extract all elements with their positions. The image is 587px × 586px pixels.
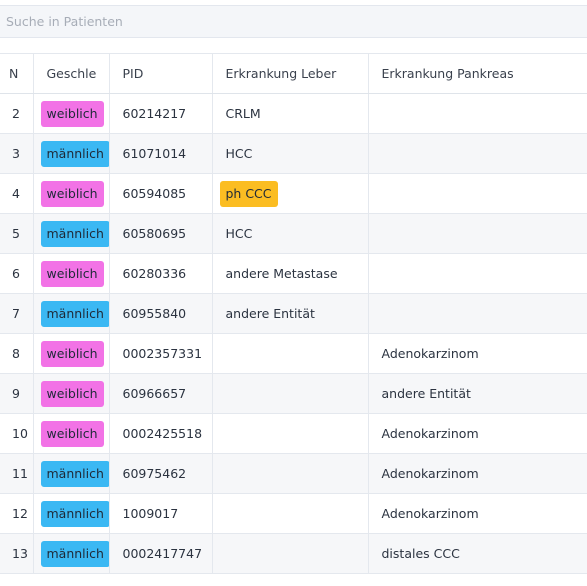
cell-pancreas-disease bbox=[367, 173, 587, 214]
cell-gender: männlich bbox=[32, 453, 109, 494]
column-header-gender[interactable]: Geschle bbox=[32, 53, 109, 94]
cell-nr: 2 bbox=[0, 93, 33, 134]
cell-pancreas-disease bbox=[367, 133, 587, 174]
cell-gender: männlich bbox=[32, 133, 109, 174]
table-row[interactable]: 11 männlich 60975462 Adenokarzinom bbox=[0, 453, 587, 494]
cell-pid: 60280336 bbox=[108, 253, 212, 294]
gender-badge: männlich bbox=[40, 460, 109, 487]
cell-liver-disease bbox=[211, 453, 368, 494]
cell-liver-disease bbox=[211, 373, 368, 414]
cell-pancreas-disease: distales CCC bbox=[367, 533, 587, 574]
cell-pid: 61071014 bbox=[108, 133, 212, 174]
cell-pid: 60214217 bbox=[108, 93, 212, 134]
cell-gender: männlich bbox=[32, 533, 109, 574]
cell-liver-disease: CRLM bbox=[211, 93, 368, 134]
cell-liver-disease bbox=[211, 493, 368, 534]
cell-pancreas-disease: andere Entität bbox=[367, 373, 587, 414]
patient-search-input[interactable] bbox=[0, 6, 566, 37]
column-header-pancreas-disease[interactable]: Erkrankung Pankreas bbox=[367, 53, 587, 94]
gender-badge: männlich bbox=[40, 140, 109, 167]
cell-pid: 0002425518 bbox=[108, 413, 212, 454]
cell-liver-disease: HCC bbox=[211, 133, 368, 174]
cell-gender: weiblich bbox=[32, 333, 109, 374]
gender-badge: männlich bbox=[40, 500, 109, 527]
patient-search-bar bbox=[0, 5, 587, 38]
cell-gender: männlich bbox=[32, 493, 109, 534]
cell-liver-disease bbox=[211, 413, 368, 454]
cell-nr: 13 bbox=[0, 533, 33, 574]
cell-liver-disease bbox=[211, 533, 368, 574]
cell-liver-disease: HCC bbox=[211, 213, 368, 254]
cell-liver-disease bbox=[211, 333, 368, 374]
cell-gender: weiblich bbox=[32, 93, 109, 134]
cell-gender: männlich bbox=[32, 213, 109, 254]
gender-badge: männlich bbox=[40, 540, 109, 567]
table-row[interactable]: 13 männlich 0002417747 distales CCC bbox=[0, 533, 587, 574]
cell-pancreas-disease bbox=[367, 93, 587, 134]
cell-pid: 1009017 bbox=[108, 493, 212, 534]
table-row[interactable]: 12 männlich 1009017 Adenokarzinom bbox=[0, 493, 587, 534]
table-row[interactable]: 3 männlich 61071014 HCC bbox=[0, 133, 587, 174]
table-row[interactable]: 8 weiblich 0002357331 Adenokarzinom bbox=[0, 333, 587, 374]
table-body: 2 weiblich 60214217 CRLM 3 männlich 61071014 HC… bbox=[0, 93, 587, 574]
cell-pancreas-disease: Adenokarzinom bbox=[367, 453, 587, 494]
cell-pancreas-disease: Adenokarzinom bbox=[367, 413, 587, 454]
cell-liver-disease: andere Entität bbox=[211, 293, 368, 334]
cell-nr: 11 bbox=[0, 453, 33, 494]
cell-nr: 8 bbox=[0, 333, 33, 374]
gender-badge: weiblich bbox=[40, 180, 104, 207]
cell-pancreas-disease: Adenokarzinom bbox=[367, 333, 587, 374]
cell-pid: 0002417747 bbox=[108, 533, 212, 574]
gender-badge: weiblich bbox=[40, 340, 104, 367]
table-row[interactable]: 7 männlich 60955840 andere Entität bbox=[0, 293, 587, 334]
table-row[interactable]: 4 weiblich 60594085 ph CCC bbox=[0, 173, 587, 214]
cell-pid: 60594085 bbox=[108, 173, 212, 214]
cell-nr: 6 bbox=[0, 253, 33, 294]
cell-nr: 3 bbox=[0, 133, 33, 174]
column-header-pid[interactable]: PID bbox=[108, 53, 212, 94]
cell-gender: weiblich bbox=[32, 253, 109, 294]
liver-disease-tag: ph CCC bbox=[219, 180, 278, 207]
cell-nr: 9 bbox=[0, 373, 33, 414]
cell-nr: 12 bbox=[0, 493, 33, 534]
cell-pancreas-disease bbox=[367, 213, 587, 254]
table-row[interactable]: 2 weiblich 60214217 CRLM bbox=[0, 93, 587, 134]
table-row[interactable]: 5 männlich 60580695 HCC bbox=[0, 213, 587, 254]
cell-gender: weiblich bbox=[32, 173, 109, 214]
cell-pid: 60580695 bbox=[108, 213, 212, 254]
cell-pancreas-disease bbox=[367, 293, 587, 334]
table-row[interactable]: 10 weiblich 0002425518 Adenokarzinom bbox=[0, 413, 587, 454]
cell-pancreas-disease bbox=[367, 253, 587, 294]
cell-nr: 5 bbox=[0, 213, 33, 254]
gender-badge: weiblich bbox=[40, 420, 104, 447]
cell-gender: weiblich bbox=[32, 373, 109, 414]
cell-liver-disease: ph CCC bbox=[211, 173, 368, 214]
table-row[interactable]: 6 weiblich 60280336 andere Metastase bbox=[0, 253, 587, 294]
cell-pid: 60975462 bbox=[108, 453, 212, 494]
patients-table: N Geschle PID Erkrankung Leber Erkrankun… bbox=[0, 53, 587, 574]
gender-badge: männlich bbox=[40, 300, 109, 327]
cell-gender: weiblich bbox=[32, 413, 109, 454]
cell-pid: 60955840 bbox=[108, 293, 212, 334]
cell-nr: 10 bbox=[0, 413, 33, 454]
cell-nr: 4 bbox=[0, 173, 33, 214]
cell-pid: 0002357331 bbox=[108, 333, 212, 374]
gender-badge: weiblich bbox=[40, 100, 104, 127]
cell-pid: 60966657 bbox=[108, 373, 212, 414]
table-header-row: N Geschle PID Erkrankung Leber Erkrankun… bbox=[0, 53, 587, 94]
cell-gender: männlich bbox=[32, 293, 109, 334]
column-header-nr[interactable]: N bbox=[0, 53, 33, 94]
gender-badge: weiblich bbox=[40, 260, 104, 287]
column-header-liver-disease[interactable]: Erkrankung Leber bbox=[211, 53, 368, 94]
gender-badge: weiblich bbox=[40, 380, 104, 407]
cell-pancreas-disease: Adenokarzinom bbox=[367, 493, 587, 534]
cell-nr: 7 bbox=[0, 293, 33, 334]
cell-liver-disease: andere Metastase bbox=[211, 253, 368, 294]
gender-badge: männlich bbox=[40, 220, 109, 247]
table-row[interactable]: 9 weiblich 60966657 andere Entität bbox=[0, 373, 587, 414]
